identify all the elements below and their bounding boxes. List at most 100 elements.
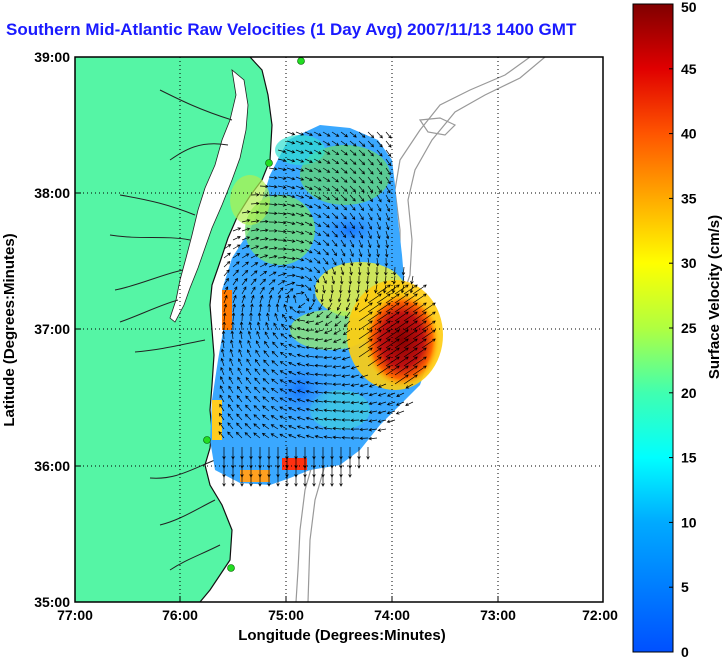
velocity-arrow (334, 320, 342, 327)
colorbar-tick-label: 20 (681, 385, 697, 401)
velocity-arrow (367, 257, 371, 267)
velocity-arrow (286, 221, 296, 225)
colorbar-tick-label: 35 (681, 190, 697, 206)
velocity-arrow (323, 355, 333, 360)
velocity-arrow (250, 245, 260, 250)
velocity-arrow (232, 227, 242, 232)
velocity-arrow (305, 434, 315, 439)
velocity-arrow (296, 425, 306, 430)
velocity-arrow (376, 212, 381, 221)
velocity-arrow (332, 400, 342, 404)
velocity-arrow (394, 302, 409, 313)
velocity-arrow (296, 344, 306, 349)
velocity-arrow (403, 293, 418, 304)
velocity-arrow (260, 202, 269, 206)
velocity-arrow (359, 383, 369, 388)
velocity-arrow (286, 158, 296, 163)
velocity-arrow (359, 374, 369, 379)
velocity-arrow (262, 377, 270, 385)
tributary-rivers (109, 89, 233, 571)
velocity-arrow (259, 228, 269, 233)
plot-area (75, 57, 603, 602)
velocity-arrow (367, 149, 374, 157)
velocity-arrow (222, 321, 226, 331)
velocity-arrow (253, 414, 261, 421)
velocity-arrow (271, 378, 279, 385)
velocity-arrow (313, 167, 322, 173)
velocity-arrow (288, 325, 297, 331)
velocity-arrow (268, 279, 276, 286)
velocity-arrow (274, 312, 279, 322)
velocity-arrow (349, 131, 357, 138)
velocity-arrow (253, 423, 261, 430)
velocity-arrow (386, 419, 396, 424)
velocity-arrow (247, 339, 252, 349)
velocity-arrow (368, 383, 378, 388)
velocity-arrow (367, 185, 374, 194)
velocity-arrow (250, 294, 255, 304)
velocity-arrow (314, 426, 324, 430)
velocity-arrow (421, 329, 436, 340)
velocity-arrow (394, 365, 409, 376)
velocity-arrow (313, 257, 321, 264)
velocity-arrow (254, 358, 261, 367)
velocity-arrow (238, 339, 243, 349)
velocity-arrow (288, 398, 297, 403)
velocity-arrow (366, 447, 370, 460)
velocity-arrow (314, 381, 324, 385)
velocity-arrow (295, 140, 305, 145)
velocity-arrow (247, 330, 252, 340)
velocity-arrow (349, 149, 357, 156)
velocity-arrow (337, 293, 342, 303)
velocity-arrow (358, 239, 363, 249)
velocity-arrow (259, 211, 269, 215)
velocity-arrow (374, 284, 378, 294)
velocity-arrow (295, 167, 305, 172)
velocity-arrow (261, 432, 270, 439)
velocity-arrow (365, 275, 370, 285)
velocity-arrow (349, 230, 355, 239)
velocity-arrow (358, 311, 373, 322)
velocity-arrow (375, 267, 379, 276)
y-tick-label: 37:00 (34, 321, 70, 337)
velocity-arrow (232, 277, 239, 286)
velocity-arrow (313, 221, 322, 227)
x-tick-label: 72:00 (582, 607, 618, 623)
velocity-arrow (367, 311, 382, 322)
velocity-arrow (286, 273, 296, 278)
velocity-arrow (331, 131, 340, 137)
velocity-arrow (385, 140, 392, 148)
velocity-arrow (341, 383, 351, 387)
velocity-arrow (385, 284, 400, 295)
velocity-arrow (394, 356, 409, 367)
x-tick-label: 75:00 (268, 607, 304, 623)
velocity-arrow (292, 294, 297, 304)
velocity-arrow (267, 474, 271, 487)
x-axis-label: Longitude (Degrees:Minutes) (238, 627, 446, 644)
velocity-arrow (405, 383, 414, 389)
velocity-arrow (304, 257, 313, 263)
velocity-arrow (241, 227, 251, 232)
velocity-arrow (412, 356, 427, 367)
map-title: Southern Mid-Atlantic Raw Velocities (1 … (6, 20, 577, 39)
velocity-arrow (250, 253, 259, 259)
velocity-arrow (231, 321, 235, 331)
velocity-arrow (341, 427, 351, 431)
velocity-arrow (368, 392, 378, 397)
velocity-arrow (340, 140, 348, 147)
velocity-arrow (295, 230, 305, 235)
velocity-arrow (275, 303, 280, 313)
velocity-arrow (332, 417, 342, 422)
velocity-arrow (359, 418, 369, 423)
velocity-arrow (295, 158, 305, 163)
velocity-arrow (377, 383, 387, 388)
velocity-arrow (285, 474, 289, 487)
velocity-arrow (322, 239, 330, 246)
velocity-arrow (403, 374, 418, 385)
velocity-arrow (249, 474, 253, 487)
velocity-arrow (340, 275, 344, 285)
velocity-arrow (385, 194, 391, 203)
velocity-arrow (279, 415, 288, 421)
velocity-arrow (250, 210, 260, 215)
velocity-arrow (377, 392, 387, 397)
